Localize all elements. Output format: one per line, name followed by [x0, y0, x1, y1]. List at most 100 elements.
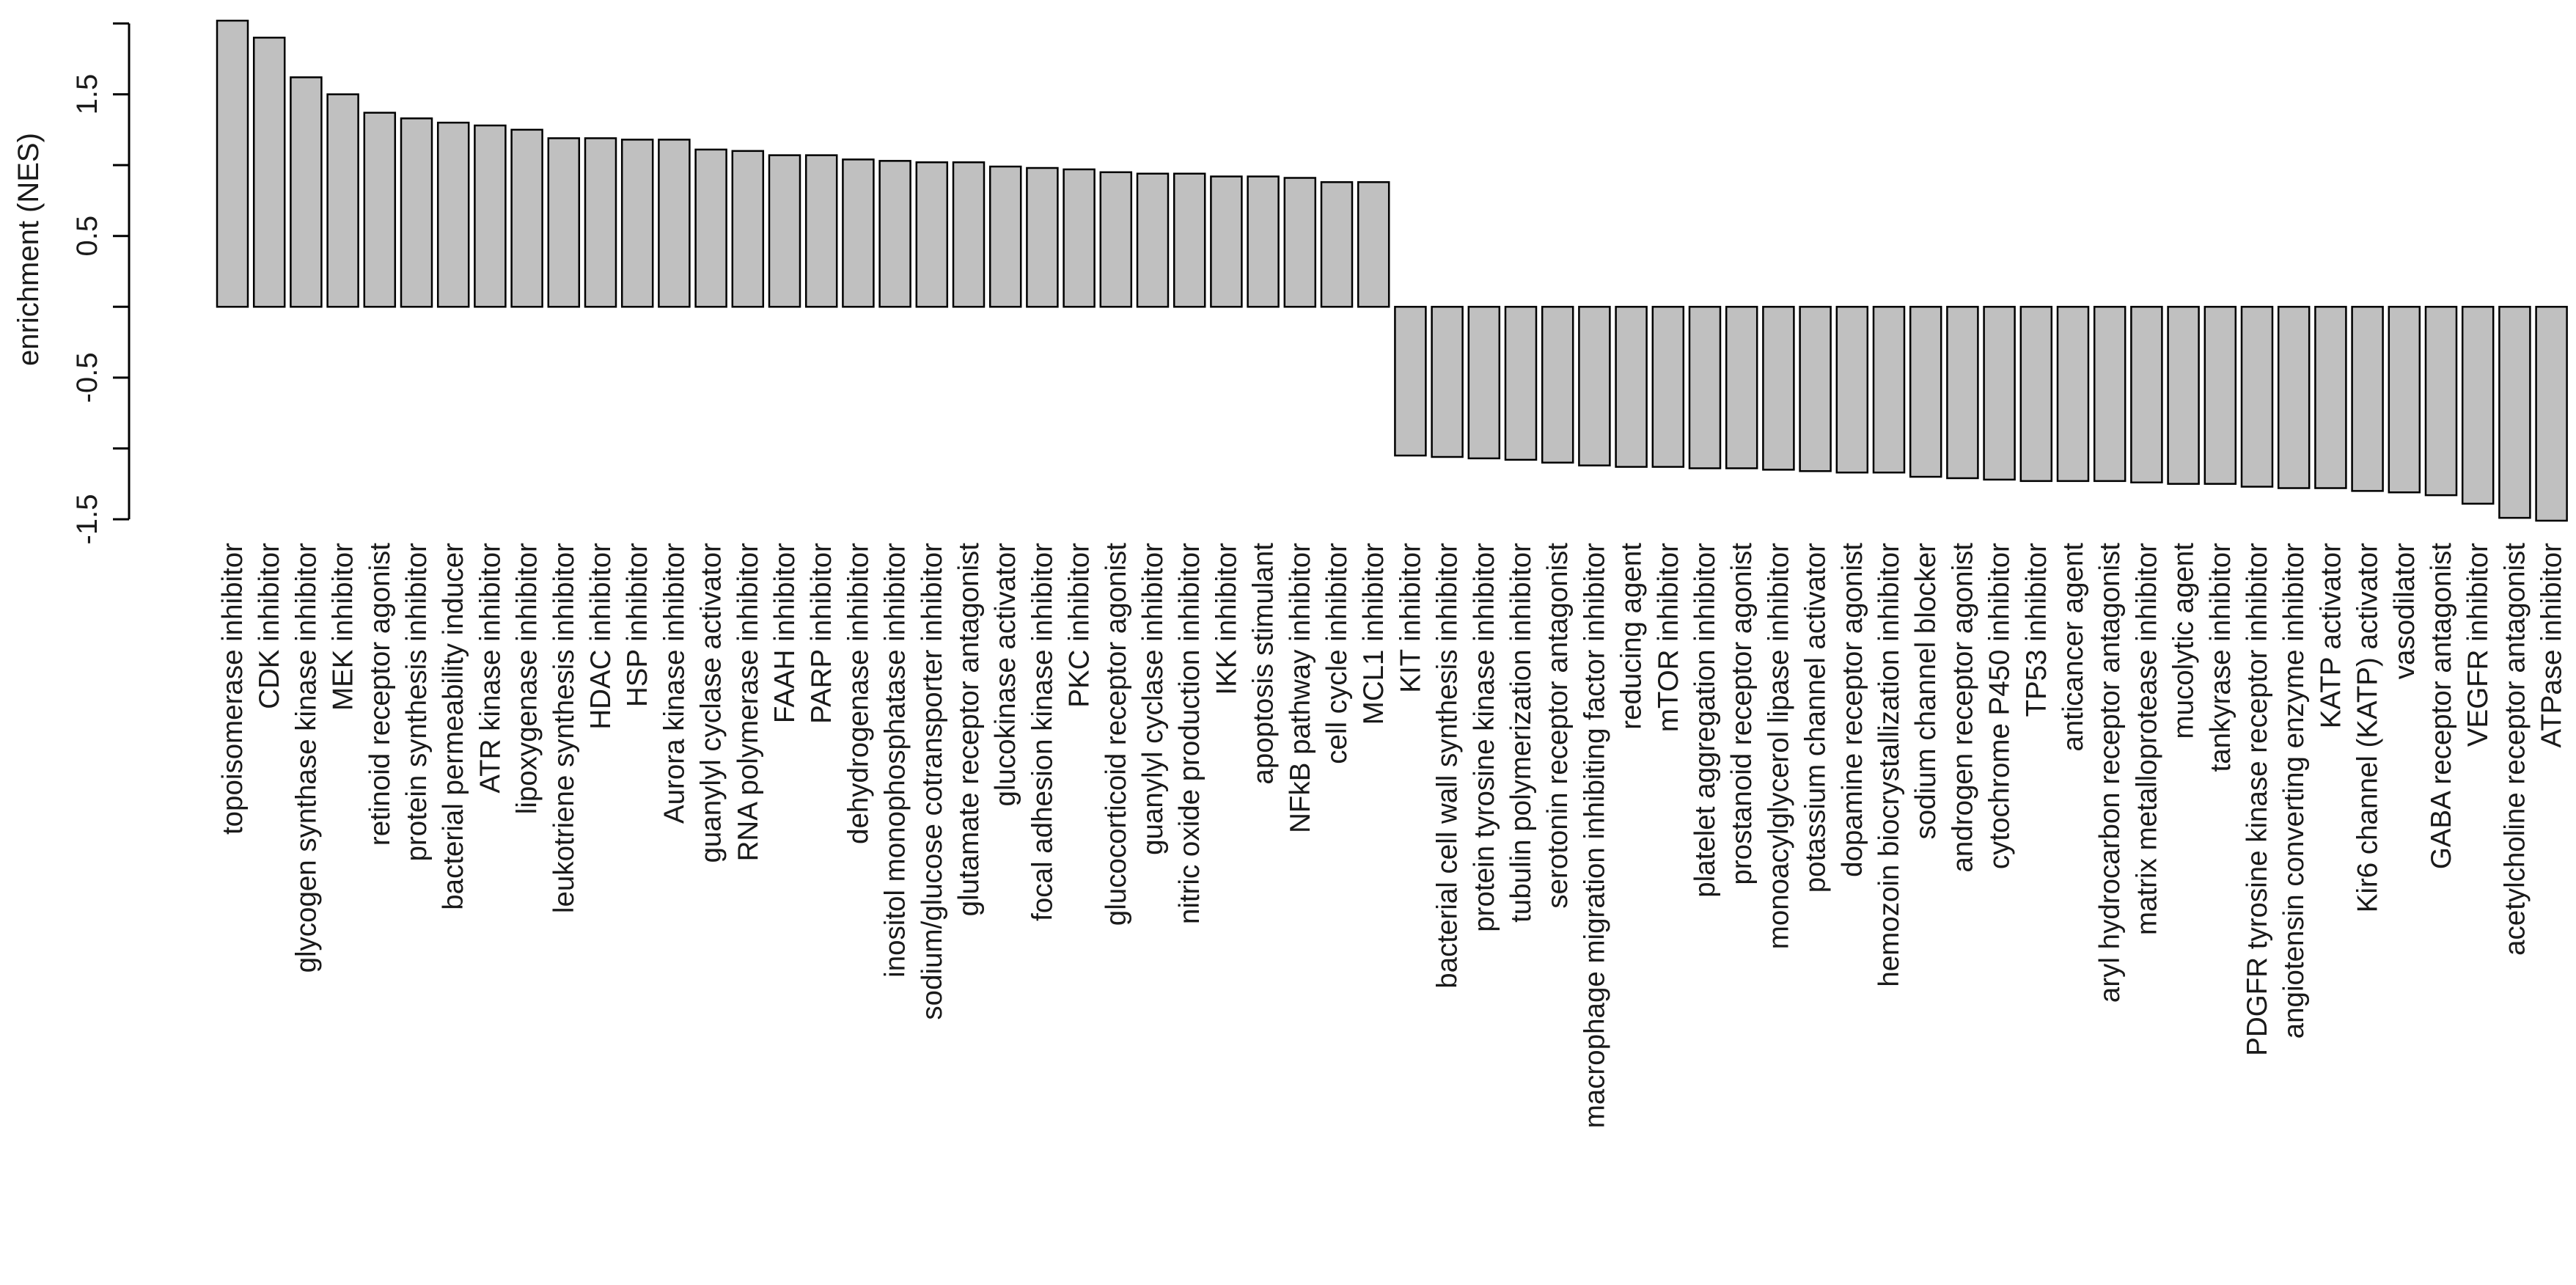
- bar: [2277, 306, 2311, 489]
- bar: [2167, 306, 2200, 485]
- bar: [2388, 306, 2421, 494]
- bar: [768, 154, 801, 308]
- category-label: ATR kinase inhibitor: [474, 543, 506, 794]
- bar: [2424, 306, 2458, 497]
- bar: [1320, 181, 1354, 308]
- bar: [2019, 306, 2053, 483]
- category-label: glycogen synthase kinase inhibitor: [290, 543, 322, 973]
- category-label: MCL1 inhibitor: [1358, 543, 1390, 725]
- category-label: acetylcholine receptor antagonist: [2499, 543, 2531, 956]
- category-label: topoisomerase inhibitor: [217, 543, 249, 835]
- category-label: hemozoin biocrystallization inhibitor: [1874, 543, 1905, 987]
- category-label: macrophage migration inhibiting factor i…: [1579, 543, 1610, 1128]
- bar: [326, 93, 359, 308]
- category-label: sodium/glucose cotransporter inhibitor: [917, 543, 948, 1020]
- category-label: vasodilator: [2389, 543, 2421, 679]
- category-label: VEGFR inhibitor: [2462, 543, 2494, 747]
- category-label: CDK inhibitor: [254, 543, 285, 709]
- bar: [1431, 306, 1464, 458]
- category-label: RNA polymerase inhibitor: [733, 543, 764, 862]
- bar: [2240, 306, 2274, 488]
- bar: [1799, 306, 1832, 472]
- bar: [2093, 306, 2127, 483]
- bar: [2535, 306, 2568, 522]
- category-label: serotonin receptor antagonist: [1542, 543, 1574, 909]
- category-label: NFkB pathway inhibitor: [1285, 543, 1316, 833]
- bar: [1725, 306, 1758, 469]
- bar: [1173, 172, 1206, 308]
- bar: [1541, 306, 1574, 464]
- y-axis: -1.5 -0.5 0.5 1.5: [71, 22, 131, 545]
- bar: [988, 165, 1022, 308]
- bar: [2056, 306, 2090, 483]
- category-label: angiotensin converting enzyme inhibitor: [2278, 543, 2310, 1039]
- category-label: mTOR inhibitor: [1653, 543, 1684, 732]
- category-label: androgen receptor agonist: [1947, 543, 1978, 873]
- bar: [1099, 171, 1133, 308]
- bar: [474, 124, 507, 308]
- category-label: TP53 inhibitor: [2021, 543, 2052, 717]
- bar: [952, 161, 986, 308]
- category-label: protein tyrosine kinase inhibitor: [1469, 543, 1500, 932]
- bar: [1835, 306, 1869, 474]
- category-label: FAAH inhibitor: [769, 543, 801, 723]
- category-label: lipoxygenase inhibitor: [512, 543, 543, 814]
- category-label: guanylyl cyclase activator: [696, 543, 727, 863]
- bar: [2314, 306, 2347, 489]
- category-label: platelet aggregation inhibitor: [1689, 543, 1721, 898]
- category-label: PKC inhibitor: [1064, 543, 1096, 708]
- category-label: glutamate receptor antagonist: [953, 543, 985, 917]
- bar: [1467, 306, 1501, 460]
- category-label: anticancer agent: [2058, 543, 2089, 752]
- bar: [510, 128, 543, 308]
- bar: [1504, 306, 1538, 461]
- bar: [1247, 175, 1280, 308]
- category-label: KATP activator: [2315, 543, 2346, 728]
- category-label: mucolytic agent: [2168, 543, 2200, 739]
- bar: [436, 121, 470, 308]
- bar: [2461, 306, 2495, 505]
- category-label: prostanoid receptor agonist: [1726, 543, 1758, 885]
- y-tick-label: -0.5: [71, 352, 103, 403]
- bar: [216, 19, 249, 308]
- category-label: bacterial permeability inducer: [438, 543, 469, 910]
- category-label: cell cycle inhibitor: [1321, 543, 1353, 764]
- category-label: inositol monophosphatase inhibitor: [880, 543, 911, 978]
- bar: [584, 137, 617, 308]
- category-label: aryl hydrocarbon receptor antagonist: [2094, 543, 2126, 1003]
- category-label: tankyrase inhibitor: [2205, 543, 2236, 772]
- category-label: HDAC inhibitor: [585, 543, 617, 730]
- bar: [1210, 175, 1243, 308]
- category-label: KIT inhibitor: [1395, 543, 1426, 693]
- bar: [1578, 306, 1611, 466]
- category-label: IKK inhibitor: [1211, 543, 1242, 695]
- y-tick-label: 1.5: [71, 74, 103, 115]
- bar: [290, 76, 323, 308]
- y-tick-label: -1.5: [71, 494, 103, 545]
- category-label: reducing agent: [1616, 543, 1648, 730]
- category-label: cytochrome P450 inhibitor: [1984, 543, 2016, 869]
- bar: [400, 117, 433, 308]
- bar: [804, 154, 838, 308]
- category-label: GABA receptor antagonist: [2426, 543, 2457, 869]
- category-label: focal adhesion kinase inhibitor: [1027, 543, 1058, 921]
- bar: [2351, 306, 2384, 492]
- category-label: monoacylglycerol lipase inhibitor: [1763, 543, 1794, 949]
- bar: [1909, 306, 1942, 478]
- category-label: matrix metalloprotease inhibitor: [2131, 543, 2162, 935]
- bar: [620, 139, 654, 308]
- category-label: glucocorticoid receptor agonist: [1101, 543, 1132, 926]
- bar: [1026, 166, 1059, 308]
- category-label: tubulin polymerization inhibitor: [1505, 543, 1537, 923]
- category-label: retinoid receptor agonist: [364, 543, 396, 846]
- bar: [1688, 306, 1722, 469]
- category-label: dehydrogenase inhibitor: [843, 543, 874, 844]
- bars: [216, 19, 2568, 522]
- bar: [878, 160, 911, 308]
- bar: [1283, 177, 1317, 308]
- category-label: dopamine receptor agonist: [1837, 543, 1868, 877]
- bar: [915, 161, 949, 308]
- bar: [1651, 306, 1685, 468]
- y-tick-label: 0.5: [71, 216, 103, 257]
